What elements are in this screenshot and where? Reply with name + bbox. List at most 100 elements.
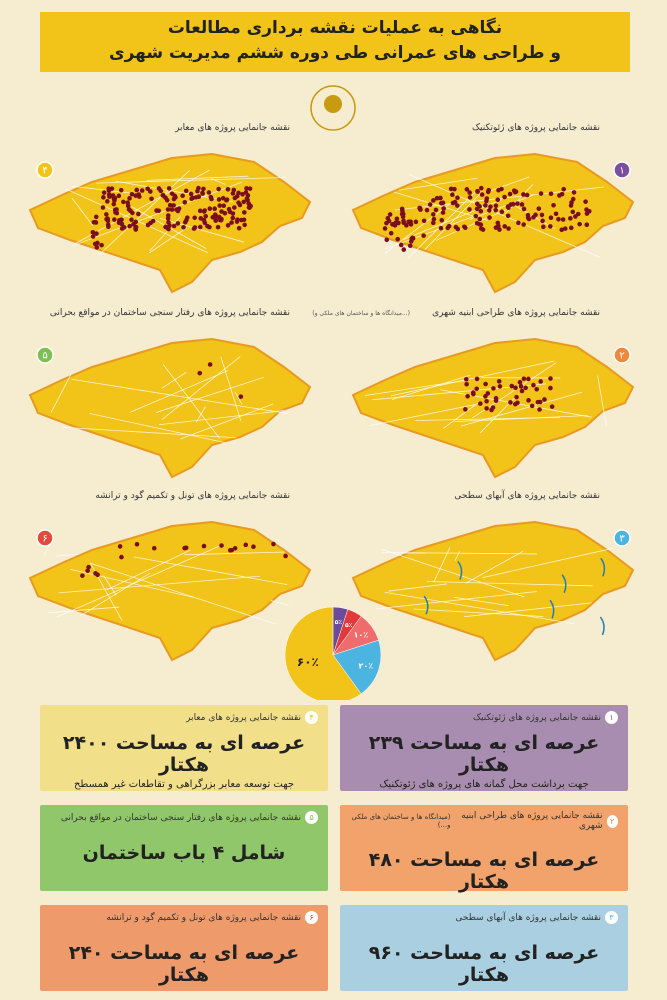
- road: [382, 552, 537, 555]
- pin: [239, 217, 244, 223]
- pin: [118, 187, 124, 193]
- pin: [577, 221, 582, 227]
- pin: [99, 242, 104, 248]
- road: [469, 194, 534, 220]
- map: [351, 337, 635, 479]
- pin: [561, 186, 567, 192]
- pin: [207, 206, 213, 211]
- pin: [531, 382, 536, 388]
- pin: [219, 209, 224, 214]
- road: [482, 547, 613, 579]
- pin: [242, 222, 247, 228]
- stream: [599, 616, 605, 636]
- pin: [119, 554, 124, 560]
- pin: [562, 226, 568, 231]
- road: [442, 401, 481, 429]
- info-card: ۵ نقشه جانمایی پروژه های رفتار سنجی ساختم…: [40, 805, 328, 891]
- card-title: نقشه جانمایی پروژه های طراحی ابنیه شهری: [461, 811, 603, 831]
- title: نگاهی به عملیات نقشه برداری مطالعات: [168, 17, 502, 38]
- pin: [197, 370, 203, 376]
- pin: [480, 227, 486, 232]
- card-number: ۴: [305, 711, 318, 724]
- pin: [247, 186, 253, 191]
- pin: [568, 225, 574, 231]
- road: [71, 378, 289, 415]
- card-main: شامل ۴ باب ساختمان: [82, 842, 286, 864]
- pin: [125, 203, 131, 209]
- pin: [434, 195, 440, 201]
- pin: [163, 224, 168, 230]
- pin: [464, 187, 470, 192]
- map-title: نقشه جانمایی پروژه های ژئوتکنیک: [472, 123, 600, 133]
- pin: [385, 216, 391, 221]
- pin: [406, 219, 411, 225]
- pin: [421, 233, 426, 238]
- pin: [521, 222, 526, 227]
- pie-label: ۵٪: [345, 622, 353, 629]
- info-card: ۳ نقشه جانمایی پروژه های آبهای سطحی عرصه ا…: [340, 905, 628, 991]
- road: [158, 410, 285, 426]
- pin: [112, 217, 117, 222]
- pin: [539, 212, 545, 218]
- pin: [448, 186, 454, 192]
- pin: [540, 218, 545, 224]
- pin: [478, 208, 484, 214]
- pin: [192, 225, 198, 230]
- title-banner: [40, 12, 630, 72]
- pin: [171, 223, 177, 229]
- road: [62, 426, 237, 439]
- map: [351, 152, 635, 294]
- map: [351, 520, 635, 662]
- card-title: نقشه جانمایی پروژه های رفتار سنجی ساختما…: [60, 812, 301, 823]
- road: [161, 356, 241, 420]
- road: [393, 191, 488, 221]
- info-card: ۴ نقشه جانمایی پروژه های معابر عرصه ای به …: [40, 705, 328, 791]
- card-number: ۲: [606, 814, 618, 828]
- pin: [524, 192, 530, 198]
- pin: [455, 195, 460, 201]
- pie-slice: [332, 639, 382, 695]
- road: [58, 575, 261, 594]
- road: [155, 376, 265, 413]
- pin: [493, 207, 499, 213]
- pin: [212, 206, 217, 212]
- pin: [192, 215, 197, 221]
- pin: [167, 223, 172, 228]
- info-card: ۱ نقشه جانمایی پروژه های ژئوتکنیک عرصه ای …: [340, 705, 628, 791]
- pin: [454, 203, 460, 208]
- pin: [119, 221, 125, 227]
- pin: [230, 191, 236, 196]
- pin: [217, 203, 223, 208]
- card-number: ۱: [605, 711, 618, 724]
- pin: [148, 220, 153, 226]
- pin: [133, 193, 138, 198]
- pin: [171, 203, 176, 208]
- stream: [561, 574, 567, 594]
- road: [130, 370, 229, 413]
- card-header: ۲ نقشه جانمایی پروژه های طراحی ابنیه شهری…: [350, 811, 618, 831]
- stream: [600, 557, 606, 577]
- pin: [463, 376, 469, 382]
- pin: [231, 187, 237, 193]
- pin: [493, 225, 499, 230]
- road: [270, 600, 289, 606]
- pin: [474, 386, 479, 392]
- map-number: ۴: [42, 166, 47, 177]
- pin: [243, 542, 249, 548]
- pin: [232, 545, 238, 551]
- road: [133, 556, 288, 586]
- pin: [471, 391, 476, 397]
- road: [234, 391, 243, 405]
- map: [28, 337, 312, 479]
- pin: [134, 541, 140, 547]
- pin: [499, 209, 505, 215]
- card-sub: جهت توسعه معابر بزرگراهی و تقاطعات غیر ه…: [73, 779, 295, 790]
- pin: [491, 386, 496, 391]
- pin: [478, 185, 484, 191]
- pin: [496, 379, 502, 384]
- pin: [438, 195, 443, 201]
- pin: [551, 203, 556, 208]
- pin: [510, 201, 516, 207]
- pin: [197, 208, 203, 214]
- pin: [549, 404, 555, 409]
